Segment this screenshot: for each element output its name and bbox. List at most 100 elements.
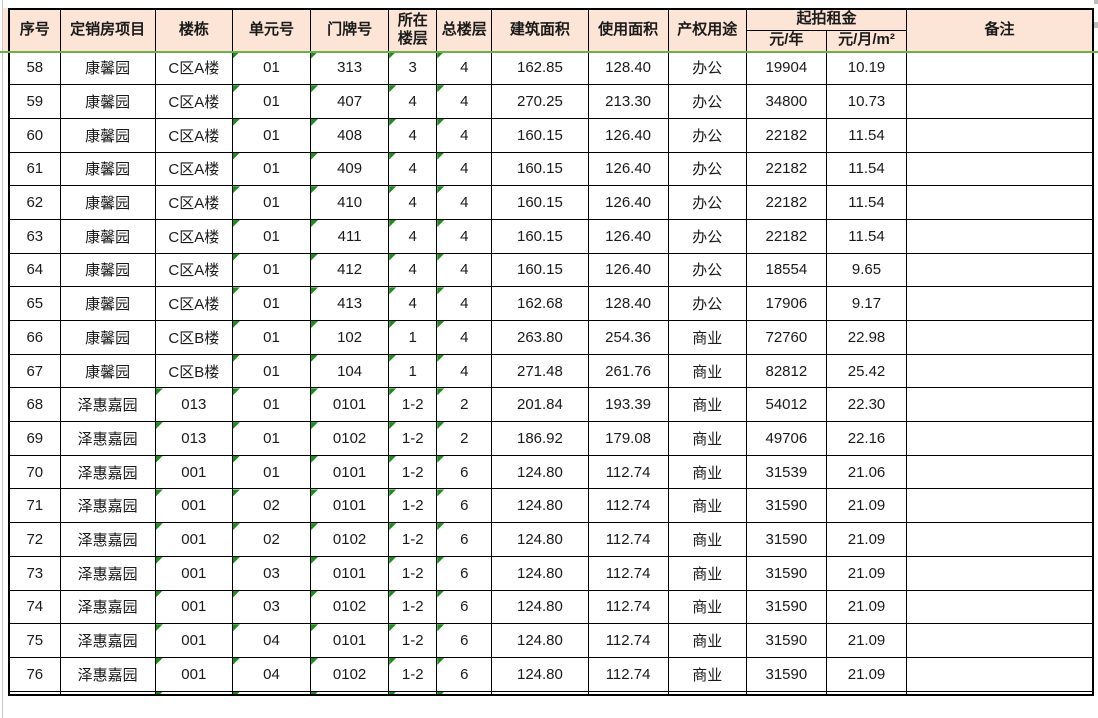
cell-build_area[interactable]: 124.80: [491, 488, 589, 524]
cell-floor[interactable]: 1-2: [388, 454, 438, 490]
cell-unit[interactable]: 01: [231, 421, 312, 456]
cell-floor[interactable]: 1: [388, 320, 438, 355]
cell-floor[interactable]: 1: [388, 353, 438, 389]
cell-rent_year[interactable]: 17906: [745, 286, 827, 321]
cell-rent_year[interactable]: 31590: [745, 623, 827, 658]
cell-rent_year[interactable]: 31590: [745, 522, 827, 557]
header-rent-per-year[interactable]: 元/年: [745, 29, 827, 52]
cell-door[interactable]: 412: [310, 252, 390, 288]
cell-total[interactable]: 6: [436, 488, 493, 524]
cell-door[interactable]: 0102: [310, 589, 390, 625]
cell-door[interactable]: 0102: [310, 421, 390, 456]
cell-unit[interactable]: 01: [231, 84, 312, 119]
cell-remark[interactable]: [906, 50, 1094, 86]
cell-door[interactable]: 408: [310, 117, 390, 153]
cell-door[interactable]: 102: [310, 320, 390, 355]
cell-door[interactable]: [310, 690, 390, 696]
header-seq[interactable]: 序号: [8, 8, 61, 52]
cell-building[interactable]: C区A楼: [154, 50, 233, 86]
cell-build_area[interactable]: 124.80: [491, 623, 589, 658]
cell-floor[interactable]: 1-2: [388, 421, 438, 456]
cell-rent_year[interactable]: 72760: [745, 320, 827, 355]
cell-floor[interactable]: 1-2: [388, 387, 438, 423]
cell-total[interactable]: 4: [436, 218, 493, 254]
cell-rent_rate[interactable]: 10.73: [825, 84, 908, 119]
cell-project[interactable]: 泽惠嘉园: [59, 555, 156, 591]
cell-building[interactable]: C区A楼: [154, 185, 233, 220]
cell-project[interactable]: 康馨园: [59, 320, 156, 355]
cell-floor[interactable]: 1-2: [388, 522, 438, 557]
cell-door[interactable]: 0101: [310, 454, 390, 490]
cell-unit[interactable]: 02: [231, 488, 312, 524]
cell-door[interactable]: 409: [310, 151, 390, 187]
cell-unit[interactable]: 01: [231, 117, 312, 153]
cell-use_area[interactable]: 126.40: [587, 117, 669, 153]
cell-total[interactable]: 4: [436, 117, 493, 153]
cell-building[interactable]: [154, 690, 233, 696]
cell-seq[interactable]: 66: [8, 320, 61, 355]
cell-total[interactable]: 4: [436, 84, 493, 119]
cell-seq[interactable]: 68: [8, 387, 61, 423]
cell-unit[interactable]: 01: [231, 454, 312, 490]
cell-seq[interactable]: 65: [8, 286, 61, 321]
cell-seq[interactable]: 67: [8, 353, 61, 389]
cell-use_area[interactable]: 112.74: [587, 589, 669, 625]
cell-remark[interactable]: [906, 488, 1094, 524]
cell-seq[interactable]: 74: [8, 589, 61, 625]
header-project[interactable]: 定销房项目: [59, 8, 156, 52]
cell-usage[interactable]: 商业: [667, 589, 747, 625]
cell-building[interactable]: C区A楼: [154, 117, 233, 153]
cell-usage[interactable]: 办公: [667, 151, 747, 187]
cell-usage[interactable]: [667, 690, 747, 696]
cell-usage[interactable]: 商业: [667, 353, 747, 389]
cell-building[interactable]: 001: [154, 589, 233, 625]
cell-unit[interactable]: 01: [231, 320, 312, 355]
cell-rent_year[interactable]: 34800: [745, 84, 827, 119]
cell-door[interactable]: 411: [310, 218, 390, 254]
cell-total[interactable]: 6: [436, 555, 493, 591]
cell-unit[interactable]: 01: [231, 252, 312, 288]
cell-rent_rate[interactable]: 11.54: [825, 185, 908, 220]
cell-rent_year[interactable]: 31539: [745, 454, 827, 490]
cell-project[interactable]: 康馨园: [59, 252, 156, 288]
cell-rent_year[interactable]: 22182: [745, 151, 827, 187]
cell-rent_rate[interactable]: 9.17: [825, 286, 908, 321]
cell-use_area[interactable]: [587, 690, 669, 696]
cell-rent_year[interactable]: [745, 690, 827, 696]
header-total-floor[interactable]: 总楼层: [436, 8, 493, 52]
cell-build_area[interactable]: 201.84: [491, 387, 589, 423]
cell-usage[interactable]: 商业: [667, 522, 747, 557]
cell-use_area[interactable]: 126.40: [587, 218, 669, 254]
cell-use_area[interactable]: 128.40: [587, 286, 669, 321]
cell-rent_year[interactable]: 22182: [745, 185, 827, 220]
cell-rent_year[interactable]: 18554: [745, 252, 827, 288]
cell-total[interactable]: 4: [436, 151, 493, 187]
cell-use_area[interactable]: 112.74: [587, 522, 669, 557]
header-unit[interactable]: 单元号: [231, 8, 312, 52]
cell-use_area[interactable]: 179.08: [587, 421, 669, 456]
cell-seq[interactable]: 60: [8, 117, 61, 153]
cell-floor[interactable]: [388, 690, 438, 696]
cell-use_area[interactable]: 112.74: [587, 488, 669, 524]
cell-unit[interactable]: 04: [231, 623, 312, 658]
cell-build_area[interactable]: 160.15: [491, 252, 589, 288]
cell-rent_rate[interactable]: 9.65: [825, 252, 908, 288]
cell-use_area[interactable]: 254.36: [587, 320, 669, 355]
cell-project[interactable]: 泽惠嘉园: [59, 522, 156, 557]
cell-building[interactable]: C区B楼: [154, 353, 233, 389]
cell-build_area[interactable]: 160.15: [491, 151, 589, 187]
cell-floor[interactable]: 1-2: [388, 623, 438, 658]
cell-project[interactable]: 泽惠嘉园: [59, 623, 156, 658]
header-use-area[interactable]: 使用面积: [587, 8, 669, 52]
cell-door[interactable]: 0101: [310, 623, 390, 658]
cell-project[interactable]: 康馨园: [59, 218, 156, 254]
cell-seq[interactable]: 72: [8, 522, 61, 557]
cell-remark[interactable]: [906, 690, 1094, 696]
cell-build_area[interactable]: 162.85: [491, 50, 589, 86]
cell-usage[interactable]: 办公: [667, 218, 747, 254]
cell-project[interactable]: 康馨园: [59, 286, 156, 321]
cell-seq[interactable]: 69: [8, 421, 61, 456]
cell-remark[interactable]: [906, 555, 1094, 591]
cell-usage[interactable]: 商业: [667, 488, 747, 524]
cell-project[interactable]: [59, 690, 156, 696]
